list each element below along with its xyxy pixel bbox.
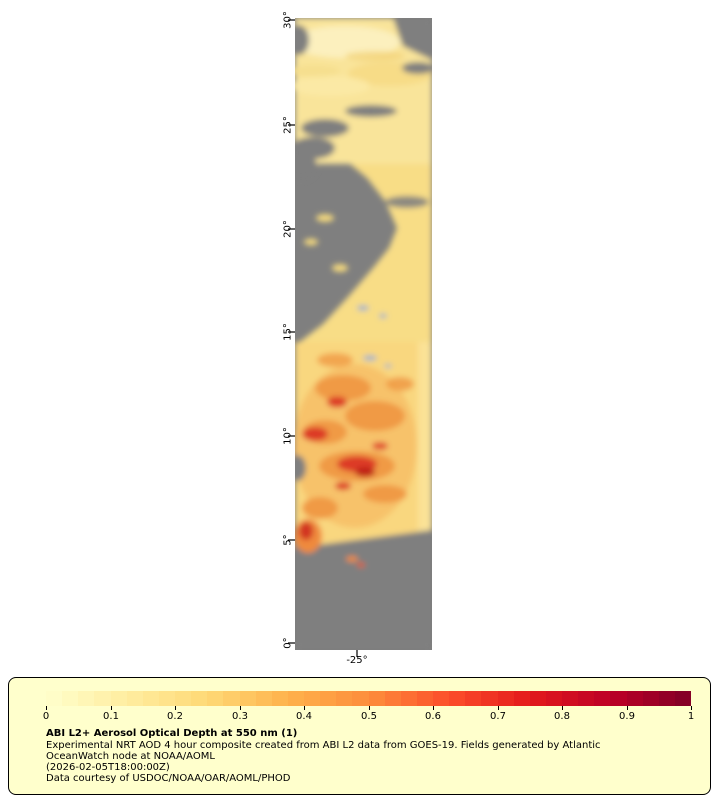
colorbar-segment bbox=[400, 691, 417, 706]
colorbar-segment bbox=[545, 691, 562, 706]
colorbar-segment bbox=[320, 691, 337, 706]
legend-description-line2: OceanWatch node at NOAA/AOML bbox=[46, 751, 215, 762]
colorbar-tick bbox=[240, 706, 241, 710]
colorbar-segment bbox=[626, 691, 643, 706]
legend-timestamp: (2026-02-05T18:00:00Z) bbox=[46, 762, 170, 773]
colorbar-segment bbox=[207, 691, 224, 706]
colorbar-tick-label: 0 bbox=[42, 711, 50, 722]
colorbar-segment bbox=[94, 691, 111, 706]
colorbar-tick bbox=[627, 706, 628, 710]
lat-tick-label-5: 5° bbox=[282, 534, 294, 546]
aod-map-swath bbox=[288, 18, 432, 657]
colorbar-segment bbox=[191, 691, 208, 706]
colorbar-segment bbox=[271, 691, 288, 706]
colorbar-tick bbox=[433, 706, 434, 710]
colorbar-tick bbox=[498, 706, 499, 710]
colorbar-tick bbox=[111, 706, 112, 710]
colorbar-segment bbox=[513, 691, 530, 706]
axis-ticks bbox=[288, 19, 358, 657]
legend-panel: 0 0.1 0.2 0.3 0.4 0.5 0.6 0.7 0.8 0.9 1 … bbox=[8, 677, 711, 795]
colorbar-tick-label: 1 bbox=[687, 711, 695, 722]
colorbar-segment bbox=[304, 691, 321, 706]
colorbar-tick bbox=[691, 706, 692, 710]
colorbar-tick-label: 0.3 bbox=[232, 711, 248, 722]
legend-title: ABI L2+ Aerosol Optical Depth at 550 nm … bbox=[46, 728, 298, 739]
colorbar-segment bbox=[352, 691, 369, 706]
colorbar-segment bbox=[674, 691, 691, 706]
colorbar-tick-label: 0.7 bbox=[490, 711, 506, 722]
colorbar-tick-label: 0.8 bbox=[554, 711, 570, 722]
colorbar-segment bbox=[481, 691, 498, 706]
lon-tick-label-minus25: -25° bbox=[346, 655, 368, 666]
colorbar-segment bbox=[287, 691, 304, 706]
lat-tick-label-20: 20° bbox=[282, 220, 294, 238]
colorbar-tick bbox=[46, 706, 47, 710]
colorbar-tick-label: 0.5 bbox=[361, 711, 377, 722]
colorbar-tick-label: 0.6 bbox=[425, 711, 441, 722]
colorbar-segment bbox=[255, 691, 272, 706]
colorbar-segment bbox=[449, 691, 466, 706]
colorbar-tick-label: 0.2 bbox=[167, 711, 183, 722]
colorbar-segment bbox=[158, 691, 175, 706]
colorbar-segment bbox=[384, 691, 401, 706]
colorbar-segment bbox=[465, 691, 482, 706]
colorbar-segment bbox=[658, 691, 675, 706]
colorbar-segment bbox=[126, 691, 143, 706]
lat-tick-label-25: 25° bbox=[282, 116, 294, 134]
colorbar-segment bbox=[368, 691, 385, 706]
lat-tick-label-10: 10° bbox=[282, 427, 294, 445]
colorbar-segment bbox=[529, 691, 546, 706]
colorbar-tick-label: 0.1 bbox=[103, 711, 119, 722]
colorbar-segment bbox=[336, 691, 353, 706]
colorbar-tick bbox=[562, 706, 563, 710]
legend-credit: Data courtesy of USDOC/NOAA/OAR/AOML/PHO… bbox=[46, 773, 291, 784]
colorbar-tick-label: 0.4 bbox=[296, 711, 312, 722]
colorbar-segment bbox=[610, 691, 627, 706]
colorbar-segment bbox=[110, 691, 127, 706]
colorbar-segment bbox=[578, 691, 595, 706]
colorbar-segment bbox=[433, 691, 450, 706]
colorbar-segment bbox=[239, 691, 256, 706]
colorbar-segment bbox=[642, 691, 659, 706]
colorbar-tick bbox=[369, 706, 370, 710]
colorbar-segment bbox=[78, 691, 95, 706]
lat-tick-label-30: 30° bbox=[282, 11, 294, 29]
lat-tick-label-15: 15° bbox=[282, 323, 294, 341]
swath-raster bbox=[295, 18, 432, 650]
colorbar-segment bbox=[142, 691, 159, 706]
colorbar-tick bbox=[304, 706, 305, 710]
colorbar-segment bbox=[497, 691, 514, 706]
legend-description-line1: Experimental NRT AOD 4 hour composite cr… bbox=[46, 740, 601, 751]
colorbar bbox=[46, 691, 691, 706]
colorbar-segment bbox=[62, 691, 79, 706]
colorbar-segment bbox=[594, 691, 611, 706]
lat-tick-label-0: 0° bbox=[282, 637, 294, 649]
colorbar-segment bbox=[223, 691, 240, 706]
colorbar-segment bbox=[46, 691, 63, 706]
colorbar-tick-label: 0.9 bbox=[619, 711, 635, 722]
colorbar-segment bbox=[562, 691, 579, 706]
colorbar-segment bbox=[175, 691, 192, 706]
colorbar-tick bbox=[175, 706, 176, 710]
colorbar-segment bbox=[416, 691, 433, 706]
